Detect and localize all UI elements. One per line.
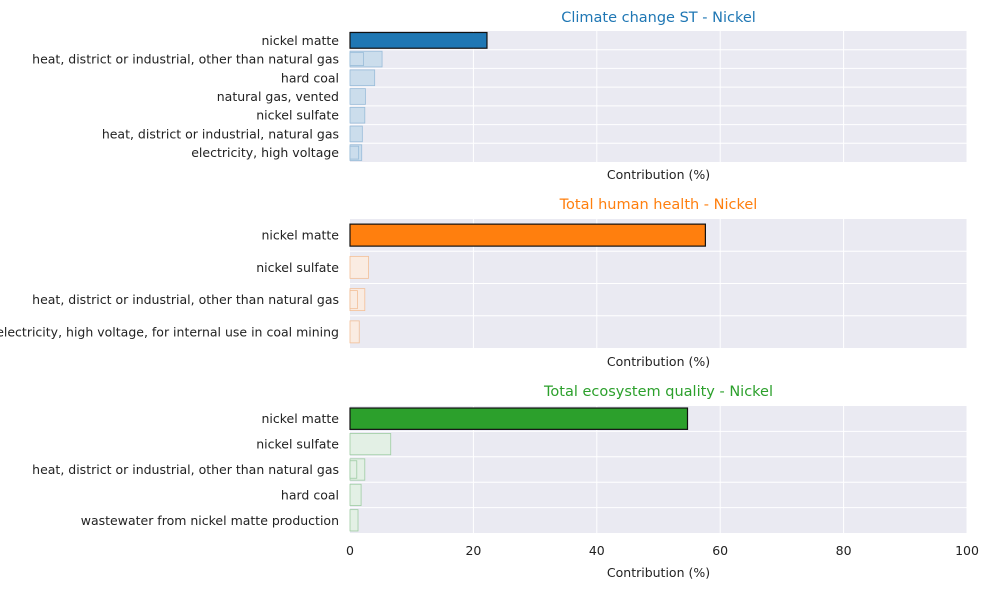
x-tick-label: 40	[589, 543, 605, 558]
bar	[349, 52, 364, 66]
x-axis-label: Contribution (%)	[607, 354, 710, 369]
category-label: heat, district or industrial, other than…	[32, 292, 339, 307]
x-axis-label: Contribution (%)	[607, 167, 710, 182]
bar	[349, 460, 358, 479]
x-axis-label: Contribution (%)	[607, 565, 710, 580]
chart-panel-3: nickel matte nickel sulfate heat, district…	[32, 384, 979, 580]
bar	[349, 407, 689, 430]
plot-area	[350, 31, 967, 162]
bar	[349, 125, 363, 143]
bar	[349, 223, 706, 247]
category-label: heat, district or industrial, other than…	[32, 52, 339, 67]
category-label: heat, district or industrial, natural ga…	[102, 126, 339, 141]
x-tick-label: 80	[836, 543, 852, 558]
category-label: electricity, high voltage, for internal …	[0, 324, 339, 339]
category-label: nickel matte	[261, 33, 339, 48]
x-tick-label: 100	[955, 543, 979, 558]
chart-panel-1: nickel matte heat, district or industrial…	[32, 10, 968, 182]
category-label: nickel sulfate	[256, 437, 339, 452]
bar	[349, 509, 359, 532]
bar	[349, 290, 358, 310]
category-label: heat, district or industrial, other than…	[32, 462, 339, 477]
category-label: nickel matte	[261, 411, 339, 426]
category-label: nickel matte	[261, 228, 339, 243]
bar	[349, 106, 366, 124]
chart-panel-2: nickel matte nickel sulfate heat, district…	[0, 197, 968, 369]
x-tick-label: 20	[465, 543, 481, 558]
bar	[349, 145, 360, 160]
x-tick-label: 60	[712, 543, 728, 558]
category-label: natural gas, vented	[217, 89, 339, 104]
category-label: hard coal	[281, 70, 339, 85]
bar	[349, 69, 376, 87]
bar	[349, 88, 366, 105]
category-label: nickel sulfate	[256, 108, 339, 123]
category-label: wastewater from nickel matte production	[81, 513, 339, 528]
category-label: nickel sulfate	[256, 260, 339, 275]
category-label: electricity, high voltage	[191, 145, 339, 160]
bar	[349, 31, 488, 49]
chart-title: Total human health - Nickel	[559, 197, 758, 213]
chart-title: Total ecosystem quality - Nickel	[543, 384, 773, 400]
category-label: hard coal	[281, 487, 339, 502]
bar	[349, 255, 369, 279]
chart-title: Climate change ST - Nickel	[561, 10, 756, 26]
bar	[349, 320, 360, 344]
x-tick-label: 0	[346, 543, 354, 558]
bar	[349, 433, 392, 456]
bar	[349, 483, 362, 506]
